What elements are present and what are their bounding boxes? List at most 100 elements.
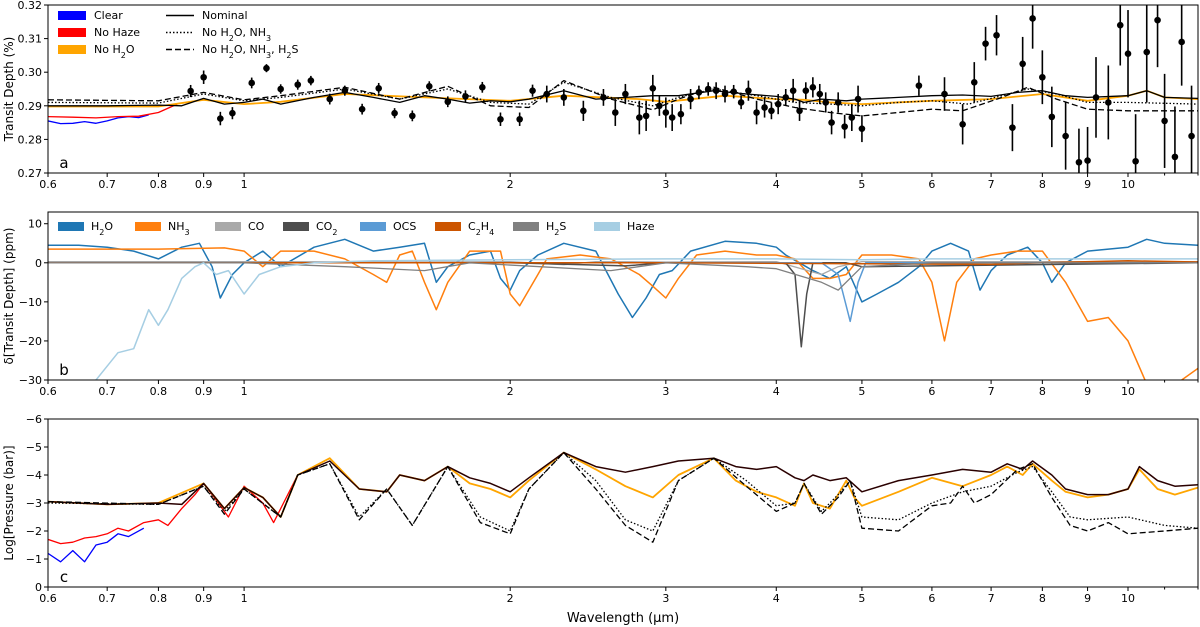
data-point — [802, 87, 810, 94]
legend-text-part: 2 — [229, 34, 234, 43]
data-point — [642, 112, 650, 120]
legend-swatch — [58, 28, 86, 37]
series-line-c2h4 — [48, 260, 1198, 266]
x-tick-label: 0.8 — [150, 178, 168, 191]
x-tick-label: 0.6 — [39, 592, 57, 605]
x-tick-label: 8 — [1039, 385, 1046, 398]
data-point — [187, 87, 194, 95]
legend-text-part: 2 — [476, 228, 481, 237]
x-tick-label: 7 — [988, 178, 995, 191]
data-point — [970, 78, 978, 86]
data-point — [425, 83, 433, 90]
data-point — [1132, 157, 1139, 165]
series-line-co — [48, 260, 1198, 276]
data-point — [649, 85, 657, 92]
y-tick-label: −1 — [26, 553, 42, 566]
data-point — [809, 84, 817, 91]
x-tick-label: 10 — [1121, 385, 1135, 398]
x-tick-label: 4 — [773, 385, 780, 398]
data-point — [712, 87, 720, 94]
x-tick-label: 1 — [241, 592, 248, 605]
legend-swatch — [513, 222, 539, 231]
legend-text-part: OCS — [393, 220, 416, 233]
data-point — [1161, 117, 1168, 125]
legend-swatch — [360, 222, 386, 231]
y-tick-label: 0.30 — [18, 66, 43, 79]
legend-label: No H2O, NH3, H2S — [202, 43, 298, 60]
series-line-nh3 — [48, 247, 1198, 380]
data-point — [560, 94, 568, 101]
legend-text-part: C — [468, 220, 476, 233]
data-point — [391, 109, 398, 117]
legend-swatch — [58, 11, 86, 20]
data-point — [848, 114, 856, 121]
x-tick-label: 0.9 — [195, 592, 213, 605]
legend-text-part: 2 — [554, 228, 559, 237]
panel-label: c — [60, 568, 68, 586]
legend-label: H2O — [91, 220, 113, 237]
series-line-no-h2o-nh3 — [48, 451, 1198, 532]
legend-swatch — [283, 222, 309, 231]
x-tick-label: 3 — [662, 592, 669, 605]
series-line-no-h2o — [48, 451, 1198, 518]
y-tick-label: 0 — [35, 257, 42, 270]
data-point — [959, 120, 966, 128]
data-point — [600, 94, 607, 101]
x-tick-label: 0.7 — [98, 385, 116, 398]
x-tick-label: 0.6 — [39, 385, 57, 398]
x-tick-label: 5 — [858, 592, 865, 605]
data-point — [1171, 153, 1179, 161]
y-tick-label: 0.32 — [18, 0, 43, 12]
legend-label: H2S — [546, 220, 566, 237]
data-point — [828, 119, 835, 126]
plot-area — [48, 5, 1198, 173]
y-tick-label: −10 — [19, 296, 42, 309]
legend-label: CO2 — [316, 220, 337, 237]
y-tick-label: −4 — [26, 469, 42, 482]
data-point — [721, 90, 729, 98]
legend-text-part: H — [546, 220, 554, 233]
data-point — [516, 115, 523, 123]
data-point — [822, 99, 830, 106]
legend-label: Nominal — [202, 9, 248, 22]
data-point — [307, 77, 315, 84]
data-point — [834, 99, 842, 106]
legend-text-part: , H — [271, 43, 286, 56]
y-tick-label: 0.27 — [18, 167, 43, 180]
legend-label: Haze — [627, 220, 655, 233]
series-line-no-haze — [48, 474, 299, 545]
legend-text-part: CO — [316, 220, 333, 233]
data-point — [1154, 16, 1161, 24]
legend-text-part: 3 — [185, 228, 190, 237]
data-point — [858, 125, 866, 132]
x-tick-label: 4 — [773, 592, 780, 605]
data-point — [326, 95, 334, 103]
x-tick-label: 5 — [858, 178, 865, 191]
data-point — [841, 123, 848, 130]
panel-label: a — [59, 154, 68, 172]
legend-swatch — [594, 222, 620, 231]
data-point — [668, 114, 676, 121]
legend-text-part: O — [126, 43, 135, 56]
data-point — [1105, 99, 1112, 106]
data-point — [622, 90, 629, 98]
legend-text-part: Haze — [627, 220, 655, 233]
y-tick-label: −6 — [26, 413, 42, 426]
legend-text-part: 2 — [99, 228, 104, 237]
data-point — [612, 109, 619, 116]
legend-label: OCS — [393, 220, 416, 233]
series-line-ocs — [48, 262, 1198, 323]
data-point — [1084, 157, 1091, 164]
plot-area — [48, 451, 1198, 563]
x-tick-label: 9 — [1084, 385, 1091, 398]
data-point — [656, 102, 663, 110]
legend-text-part: H — [481, 220, 489, 233]
data-point — [375, 85, 383, 92]
data-point — [529, 87, 536, 94]
data-point — [1019, 60, 1026, 68]
x-tick-label: 0.6 — [39, 178, 57, 191]
data-point — [1009, 124, 1016, 131]
y-tick-label: 0.29 — [18, 100, 43, 113]
axes-frame — [47, 4, 1199, 174]
data-point — [462, 93, 469, 100]
